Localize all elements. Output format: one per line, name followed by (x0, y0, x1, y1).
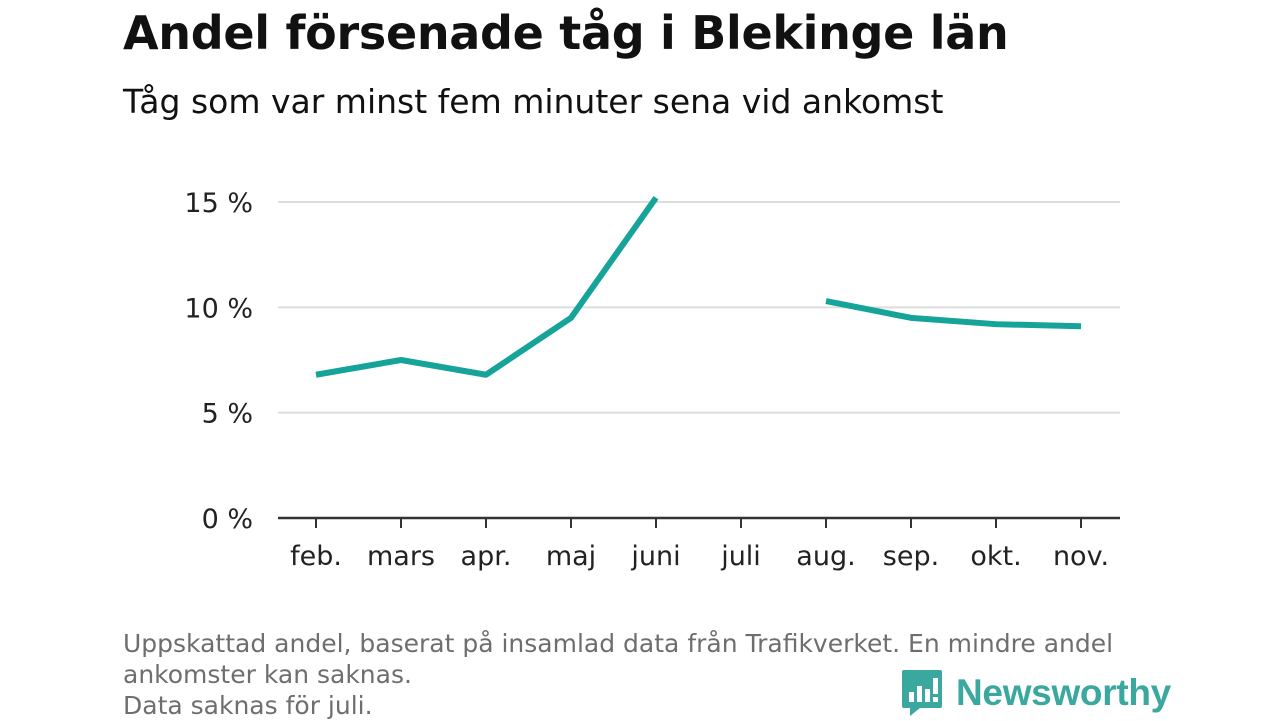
x-axis (278, 516, 1120, 528)
series-line-segment (315, 196, 659, 378)
footnotes: Uppskattad andel, baserat på insamlad da… (123, 628, 1183, 721)
line-chart: 0 % 5 % 10 % 15 % feb. mars apr. maj juni juli au… (184, 188, 1120, 572)
x-tick-label: mars (367, 541, 435, 572)
y-axis-labels: 0 % 5 % 10 % 15 % (184, 188, 253, 535)
x-tick-label: sep. (883, 541, 939, 572)
y-tick-label: 15 % (184, 188, 253, 219)
x-tick-label: feb. (290, 541, 342, 572)
footnote-line: Data saknas för juli. (123, 691, 373, 720)
series-lines (315, 196, 1082, 378)
y-tick-label: 10 % (184, 293, 253, 324)
x-tick-label: apr. (461, 541, 512, 572)
x-tick-label: nov. (1053, 541, 1109, 572)
y-tick-label: 5 % (202, 399, 253, 430)
chart-title: Andel försenade tåg i Blekinge län (123, 6, 1009, 60)
brand-name: Newsworthy (956, 672, 1171, 713)
bar-chart-speech-bubble-icon (902, 670, 942, 716)
brand-logo: Newsworthy (900, 668, 1171, 718)
x-axis-labels: feb. mars apr. maj juni juli aug. sep. okt. nov. (290, 541, 1109, 572)
x-tick-label: okt. (970, 541, 1021, 572)
series-line-segment (825, 298, 1082, 330)
x-tick-label: juni (630, 541, 680, 572)
x-tick-label: maj (546, 541, 596, 572)
footnote-line: Uppskattad andel, baserat på insamlad da… (123, 629, 1114, 658)
x-tick-label: aug. (796, 541, 855, 572)
chart-subtitle: Tåg som var minst fem minuter sena vid a… (123, 82, 944, 121)
gridlines (278, 201, 1120, 414)
footnote-line: ankomster kan saknas. (123, 660, 412, 689)
y-tick-label: 0 % (202, 504, 253, 535)
x-tick-label: juli (720, 541, 761, 572)
